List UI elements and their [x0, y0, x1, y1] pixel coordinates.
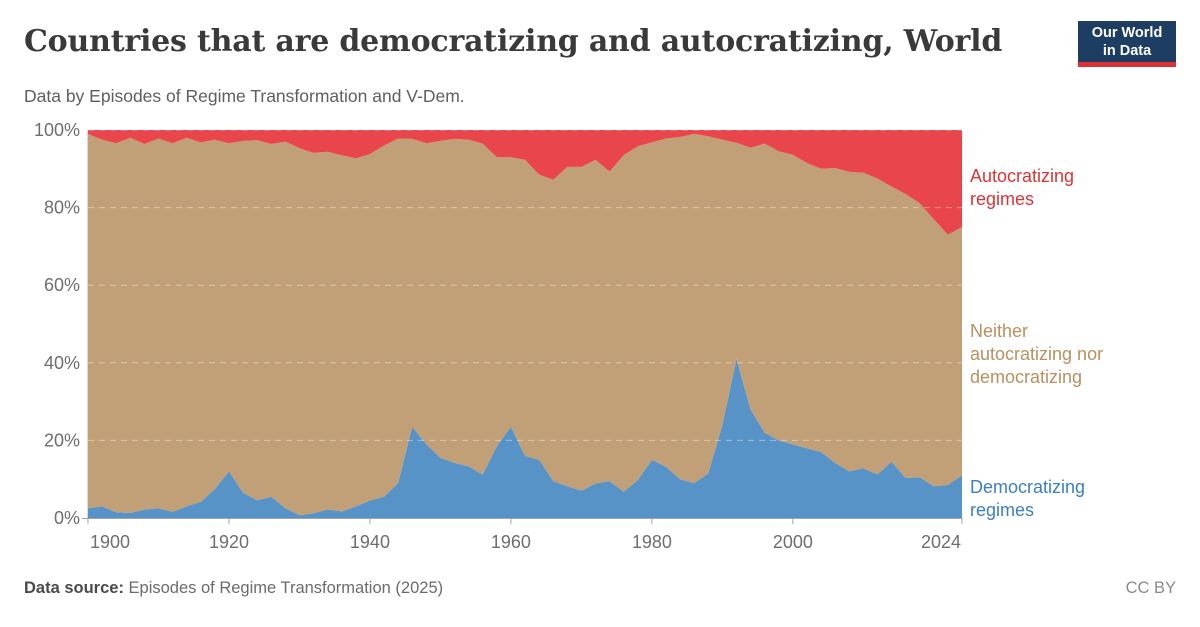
owid-logo[interactable]: Our World in Data — [1078, 21, 1176, 67]
y-axis-tick-label: 0% — [54, 508, 80, 528]
y-axis-tick-label: 20% — [44, 430, 80, 450]
data-source-label: Data source: — [24, 579, 124, 597]
y-axis-tick-label: 60% — [44, 275, 80, 295]
data-source-note: Data source: Episodes of Regime Transfor… — [24, 579, 443, 598]
x-axis-tick-label: 1980 — [632, 532, 672, 552]
series-label-autocratizing: Autocratizing regimes — [970, 166, 1075, 209]
chart-footer: Data source: Episodes of Regime Transfor… — [24, 579, 1176, 598]
x-axis-tick-label: 1900 — [90, 532, 130, 552]
x-axis-tick-label: 1960 — [491, 532, 531, 552]
x-axis-tick-label: 1940 — [350, 532, 390, 552]
license-link[interactable]: CC BY — [1125, 579, 1176, 597]
x-axis-tick-label: 1920 — [209, 532, 249, 552]
x-axis-tick-label: 2000 — [773, 532, 813, 552]
y-axis-tick-label: 100% — [34, 120, 80, 140]
series-label-neither: Neither autocratizing nor democratizing — [970, 321, 1104, 387]
chart-subtitle: Data by Episodes of Regime Transformatio… — [24, 86, 465, 106]
series-label-democratizing: Democratizing regimes — [970, 477, 1086, 520]
data-source-text: Episodes of Regime Transformation (2025) — [123, 579, 444, 597]
y-axis-tick-label: 40% — [44, 353, 80, 373]
area-neither-autocratizing-nor-democratizing[interactable] — [88, 133, 962, 516]
owid-logo-text: Our World in Data — [1091, 24, 1163, 59]
area-democratizing-regimes[interactable] — [88, 358, 962, 518]
area-autocratizing-regimes[interactable] — [88, 130, 962, 235]
y-axis-tick-label: 80% — [44, 198, 80, 218]
page-title: Countries that are democratizing and aut… — [24, 24, 1003, 59]
x-axis-tick-label: 2024 — [921, 532, 961, 552]
